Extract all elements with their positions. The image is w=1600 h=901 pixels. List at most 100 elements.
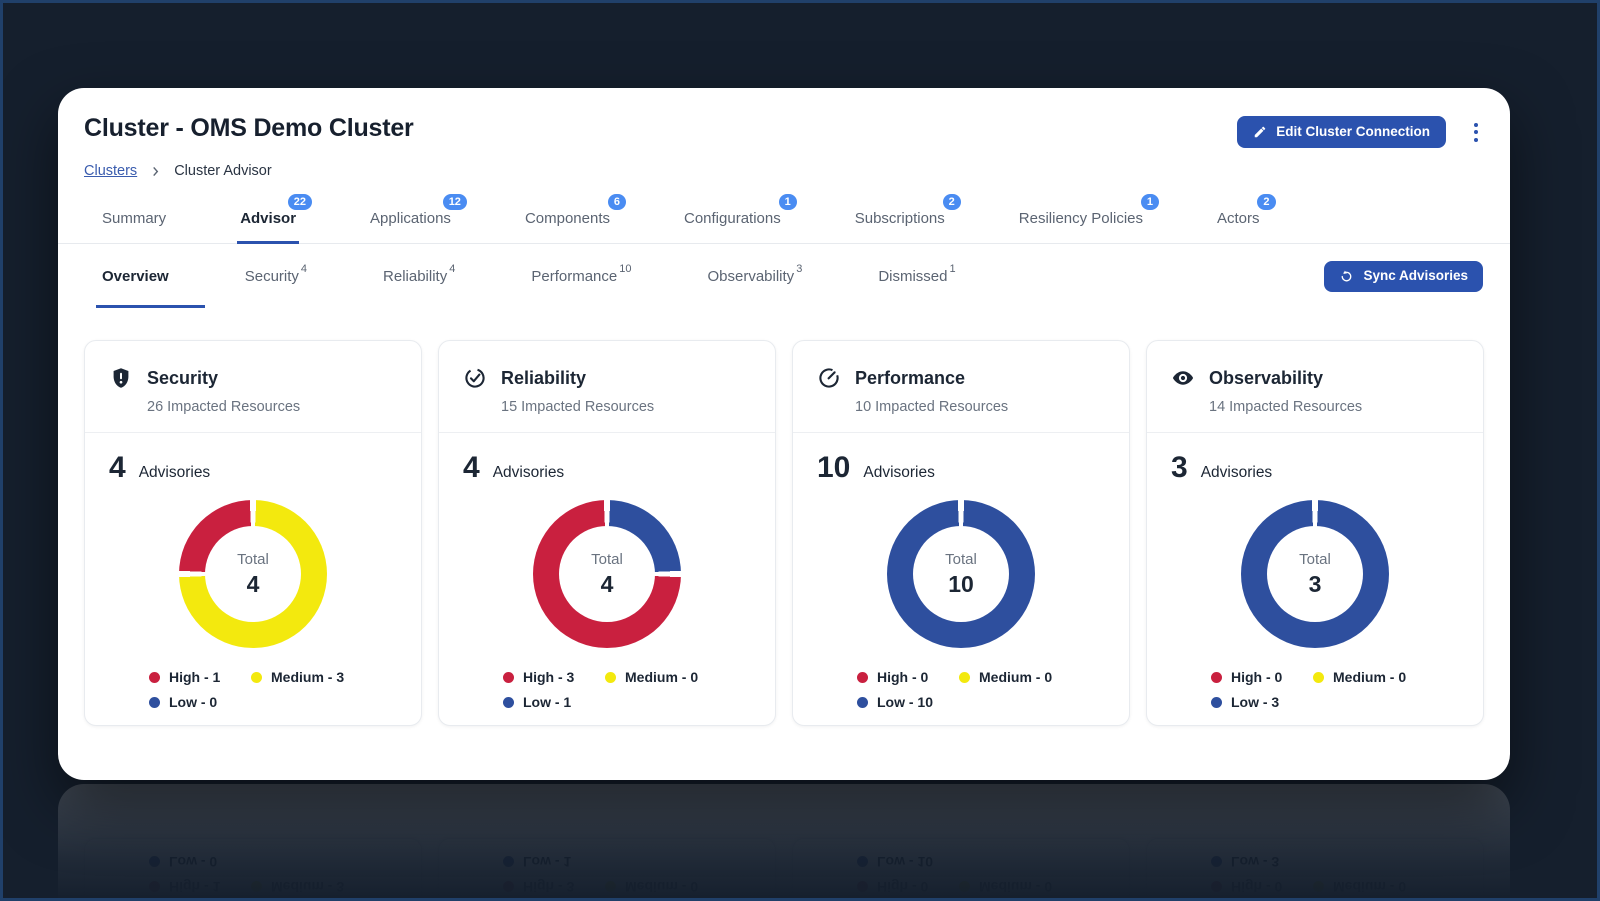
tab-configurations[interactable]: Configurations 1 [684, 194, 797, 243]
advisor-toolbar: Overview Security 4 Reliability 4 Performa… [58, 244, 1510, 308]
advisories-label: Advisories [863, 464, 935, 481]
tab-actors[interactable]: Actors 2 [1217, 194, 1276, 243]
tab-badge: 1 [778, 194, 797, 210]
advisories-count: 4 [109, 451, 126, 484]
donut-total-label: Total [1299, 550, 1331, 568]
divider [439, 432, 775, 433]
chevron-right-icon [151, 166, 160, 177]
impacted-resources: 26 Impacted Resources [147, 399, 301, 415]
card-observability: Observability 14 Impacted Resources 3 Ad… [1146, 340, 1484, 726]
divider [793, 432, 1129, 433]
card-performance: Performance 10 Impacted Resources 10 Adv… [792, 340, 1130, 726]
low-dot-icon [857, 696, 868, 708]
tab-applications[interactable]: Applications 12 [370, 194, 467, 243]
cluster-panel: Cluster - OMS Demo Cluster Edit Cluster … [58, 88, 1510, 780]
breadcrumb-clusters-link[interactable]: Clusters [84, 163, 138, 179]
tab-components[interactable]: Components 6 [525, 194, 626, 243]
card-title: Security [147, 367, 219, 388]
legend-item-medium: Medium - 0 [1313, 669, 1459, 685]
legend-item-low: Low - 1 [503, 694, 605, 710]
subtab-performance[interactable]: Performance 10 [531, 263, 632, 285]
tab-resiliency-policies[interactable]: Resiliency Policies 1 [1019, 194, 1159, 243]
reliability-donut-chart: Total 4 [533, 500, 681, 648]
advisory-cards: Security 26 Impacted Resources 4 Advisor… [84, 340, 1484, 726]
donut-total-value: 4 [246, 570, 260, 597]
donut-total-label: Total [237, 550, 269, 568]
edit-button-label: Edit Cluster Connection [1276, 124, 1430, 140]
low-dot-icon [149, 696, 160, 708]
advisories-count: 10 [817, 451, 851, 484]
legend-item-high: High - 1 [149, 669, 251, 685]
panel-header: Cluster - OMS Demo Cluster Edit Cluster … [58, 88, 1510, 179]
donut-total-label: Total [591, 550, 623, 568]
breadcrumb: Clusters Cluster Advisor [84, 163, 1484, 179]
tab-subscriptions[interactable]: Subscriptions 2 [855, 194, 961, 243]
advisories-label: Advisories [1200, 464, 1273, 481]
card-security: Security 26 Impacted Resources 4 Advisor… [84, 340, 422, 726]
shield-exclamation-icon [109, 366, 133, 390]
tab-summary[interactable]: Summary [102, 210, 167, 227]
legend: High - 3 Medium - 0 Low - 1 [503, 669, 751, 710]
tab-advisor[interactable]: Advisor 22 [237, 194, 313, 244]
legend-item-medium: Medium - 3 [251, 669, 397, 685]
legend-item-low: Low - 10 [857, 694, 959, 710]
legend-item-high: High - 0 [1211, 669, 1313, 685]
main-tabs: Summary Advisor 22 Applications 12 Compone… [58, 194, 1510, 244]
high-dot-icon [857, 671, 868, 683]
divider [1147, 432, 1483, 433]
observability-donut-chart: Total 3 [1241, 500, 1389, 648]
security-donut-chart: Total 4 [179, 500, 327, 648]
advisories-count: 4 [463, 451, 480, 484]
divider [85, 432, 421, 433]
tab-badge: 2 [942, 194, 961, 210]
advisories-label: Advisories [138, 464, 211, 481]
donut-total-value: 10 [948, 570, 974, 597]
sync-button-label: Sync Advisories [1363, 268, 1468, 284]
legend-item-medium: Medium - 0 [605, 669, 751, 685]
subtab-observability[interactable]: Observability 3 [707, 263, 803, 285]
donut-total-value: 3 [1308, 570, 1322, 597]
edit-cluster-connection-button[interactable]: Edit Cluster Connection [1237, 116, 1446, 148]
high-dot-icon [149, 671, 160, 683]
breadcrumb-current: Cluster Advisor [174, 163, 272, 179]
tab-badge: 12 [442, 194, 467, 210]
medium-dot-icon [251, 671, 262, 683]
legend: High - 0 Medium - 0 Low - 3 [1211, 669, 1459, 710]
medium-dot-icon [959, 671, 970, 683]
legend: High - 0 Medium - 0 Low - 10 [857, 669, 1105, 710]
check-circle-icon [463, 366, 487, 390]
medium-dot-icon [1313, 671, 1324, 683]
medium-dot-icon [605, 671, 616, 683]
low-dot-icon [503, 696, 514, 708]
advisor-subtabs: Overview Security 4 Reliability 4 Performa… [96, 244, 956, 308]
donut-total-value: 4 [600, 570, 614, 597]
panel-reflection: Cluster - OMS Demo Cluster Edit Cluster … [58, 784, 1510, 901]
tab-badge: 2 [1257, 194, 1276, 210]
eye-icon [1171, 366, 1195, 390]
legend-item-low: Low - 0 [149, 694, 251, 710]
pencil-icon [1253, 125, 1267, 139]
kebab-menu-icon[interactable] [1468, 118, 1484, 147]
legend-item-high: High - 3 [503, 669, 605, 685]
sync-advisories-button[interactable]: Sync Advisories [1324, 260, 1483, 292]
card-title: Observability [1209, 367, 1324, 388]
performance-donut-chart: Total 10 [887, 500, 1035, 648]
donut-total-label: Total [945, 550, 977, 568]
advisories-count: 3 [1171, 451, 1188, 484]
page-title: Cluster - OMS Demo Cluster [84, 114, 414, 142]
card-reliability: Reliability 15 Impacted Resources 4 Advi… [438, 340, 776, 726]
high-dot-icon [1211, 671, 1222, 683]
subtab-dismissed[interactable]: Dismissed 1 [878, 263, 956, 285]
impacted-resources: 14 Impacted Resources [1209, 399, 1363, 415]
impacted-resources: 15 Impacted Resources [501, 399, 655, 415]
subtab-reliability[interactable]: Reliability 4 [383, 263, 456, 285]
legend-item-low: Low - 3 [1211, 694, 1313, 710]
advisories-label: Advisories [492, 464, 565, 481]
subtab-overview[interactable]: Overview [96, 244, 205, 308]
high-dot-icon [503, 671, 514, 683]
legend: High - 1 Medium - 3 Low - 0 [149, 669, 397, 710]
subtab-security[interactable]: Security 4 [244, 263, 308, 285]
gauge-icon [817, 366, 841, 390]
low-dot-icon [1211, 696, 1222, 708]
tab-badge: 22 [287, 194, 313, 210]
